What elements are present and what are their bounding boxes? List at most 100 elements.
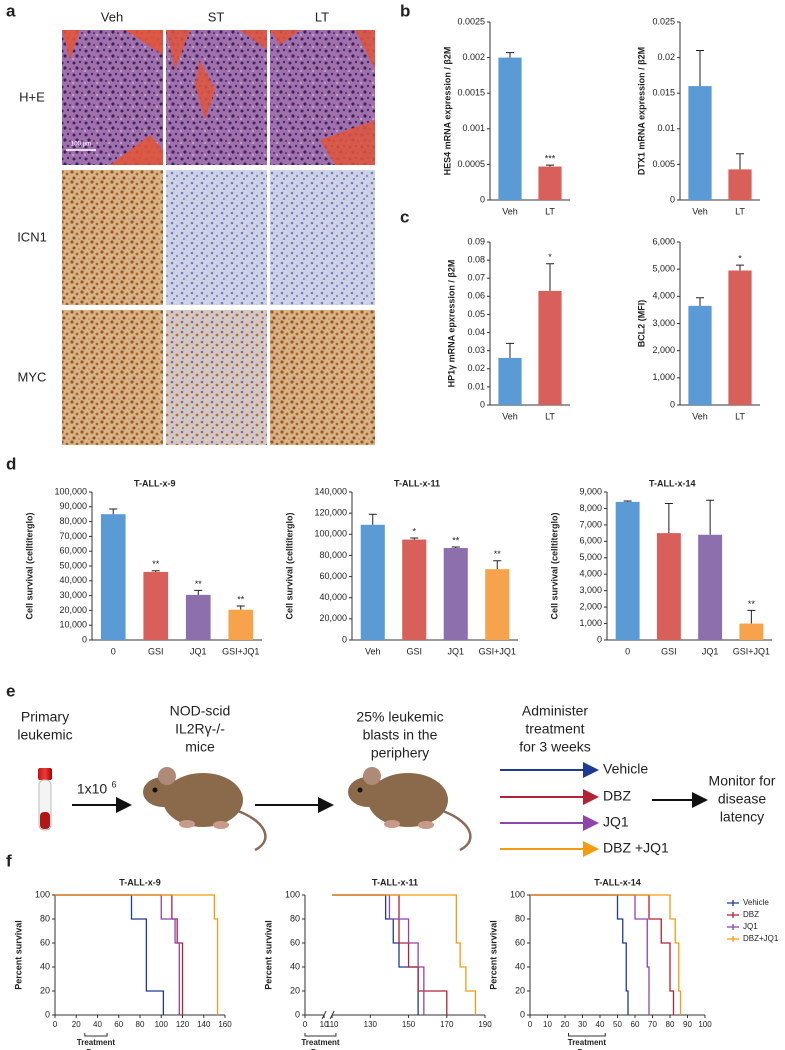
x-tick-label: 0 bbox=[303, 1020, 308, 1029]
bar bbox=[228, 609, 254, 640]
significance: ** bbox=[494, 549, 502, 559]
y-tick-label: 4,000 bbox=[652, 291, 675, 301]
y-tick-label: 100 bbox=[510, 889, 525, 899]
y-tick-label: 2,000 bbox=[579, 601, 602, 611]
y-tick-label: 3,000 bbox=[652, 318, 675, 328]
step-text: periphery bbox=[371, 745, 429, 761]
y-tick-label: 60 bbox=[40, 937, 50, 947]
x-tick-label: 50 bbox=[613, 1020, 622, 1029]
y-tick-label: 100,000 bbox=[314, 529, 347, 539]
x-tick-label: 0 bbox=[111, 646, 116, 656]
y-tick-label: 80,000 bbox=[319, 550, 347, 560]
bar bbox=[656, 533, 681, 640]
x-tick-label: 140 bbox=[197, 1020, 211, 1029]
treatment-label: Treatment bbox=[301, 1038, 340, 1047]
error-bar bbox=[546, 263, 554, 291]
x-tick-label: 190 bbox=[478, 1020, 492, 1029]
error-bar bbox=[664, 503, 673, 534]
bar bbox=[688, 305, 712, 405]
error-bar bbox=[493, 560, 502, 570]
x-tick-label: Veh bbox=[502, 411, 518, 421]
legend-label: JQ1 bbox=[743, 922, 758, 931]
arm-label: JQ1 bbox=[603, 814, 629, 830]
x-tick-label: 90 bbox=[683, 1020, 692, 1029]
y-tick-label: 140,000 bbox=[314, 486, 347, 496]
significance: * bbox=[548, 252, 552, 262]
x-tick-label: GSI bbox=[661, 646, 677, 656]
error-bar bbox=[706, 499, 715, 535]
treatment-bracket bbox=[304, 1033, 337, 1037]
error-bar bbox=[736, 264, 744, 271]
y-tick-label: 40,000 bbox=[59, 575, 87, 585]
row-label: MYC bbox=[18, 369, 47, 384]
y-tick-label: 8,000 bbox=[579, 503, 602, 513]
survival-curve bbox=[530, 894, 650, 1015]
error-bar bbox=[151, 570, 160, 572]
step-text: leukemic bbox=[17, 727, 72, 743]
y-axis-label: Cell survival (celltiterglo) bbox=[549, 512, 559, 619]
panel-label: b bbox=[400, 1, 410, 20]
y-tick-label: 6,000 bbox=[652, 236, 675, 246]
survival-curve bbox=[55, 894, 165, 1015]
bone bbox=[270, 30, 375, 165]
y-tick-label: 80 bbox=[40, 913, 50, 923]
y-tick-label: 0.01 bbox=[657, 123, 675, 133]
mouse bbox=[348, 767, 472, 852]
y-axis-label: BCL2 (MFI) bbox=[636, 300, 646, 348]
y-tick-label: 40 bbox=[515, 961, 525, 971]
x-tick-label: LT bbox=[735, 206, 745, 216]
arm-label: DBZ +JQ1 bbox=[603, 840, 669, 856]
x-tick-label: 100 bbox=[155, 1020, 169, 1029]
error-bar bbox=[194, 589, 203, 595]
y-tick-label: 20 bbox=[290, 985, 300, 995]
x-axis-label: Days bbox=[86, 1048, 106, 1050]
y-tick-label: 1,000 bbox=[652, 372, 675, 382]
tube-cap bbox=[38, 768, 52, 780]
dose-label: 1x10 bbox=[77, 781, 108, 797]
x-tick-label: GSI+JQ1 bbox=[222, 646, 259, 656]
bar bbox=[143, 571, 169, 640]
y-tick-label: 0.05 bbox=[467, 309, 485, 319]
y-tick-label: 80 bbox=[290, 913, 300, 923]
y-tick-label: 30,000 bbox=[59, 590, 87, 600]
error-bar bbox=[696, 49, 704, 87]
error-bar bbox=[368, 513, 377, 525]
x-tick-label: 170 bbox=[440, 1020, 454, 1029]
step-text: mice bbox=[185, 739, 215, 755]
bar bbox=[185, 594, 211, 640]
y-tick-label: 0 bbox=[342, 634, 347, 644]
x-tick-label: 30 bbox=[578, 1020, 587, 1029]
error-bar bbox=[410, 537, 419, 540]
histology-panel: Veh ST LT H+E ICN1 MYC 100 µm bbox=[17, 9, 375, 445]
bar bbox=[728, 169, 752, 200]
x-tick-label: 120 bbox=[176, 1020, 190, 1029]
y-tick-label: 60 bbox=[515, 937, 525, 947]
schematic: Primary leukemic NOD-scid IL2Rγ-/- mice … bbox=[17, 703, 776, 857]
chart-title: T-ALL-x-14 bbox=[649, 478, 696, 488]
x-tick-label: 40 bbox=[93, 1020, 102, 1029]
y-axis-label: Percent survival bbox=[263, 920, 273, 990]
bar bbox=[688, 86, 712, 200]
survival-curve bbox=[55, 894, 180, 1015]
x-tick-label: 80 bbox=[136, 1020, 145, 1029]
y-tick-label: 20 bbox=[40, 985, 50, 995]
y-tick-label: 0.02 bbox=[657, 52, 675, 62]
y-axis-label: HP1γ mRNA epxression / β2M bbox=[446, 260, 456, 388]
y-tick-label: 0 bbox=[82, 634, 87, 644]
significance: ** bbox=[237, 594, 245, 604]
row-label: ICN1 bbox=[17, 229, 47, 244]
dose-exponent: 6 bbox=[111, 779, 116, 789]
y-tick-label: 50,000 bbox=[59, 560, 87, 570]
column-label: LT bbox=[315, 9, 329, 24]
x-tick-label: 20 bbox=[72, 1020, 81, 1029]
x-tick-label: Veh bbox=[502, 206, 518, 216]
x-tick-label: Veh bbox=[365, 646, 381, 656]
y-tick-label: 0.09 bbox=[467, 236, 485, 246]
y-tick-label: 100 bbox=[285, 889, 300, 899]
x-tick-label: Veh bbox=[692, 411, 708, 421]
y-tick-label: 0.015 bbox=[652, 88, 675, 98]
x-tick-label: 130 bbox=[364, 1020, 378, 1029]
arm-label: DBZ bbox=[603, 788, 631, 804]
y-tick-label: 0.001 bbox=[462, 123, 485, 133]
panel-label: f bbox=[6, 851, 12, 870]
